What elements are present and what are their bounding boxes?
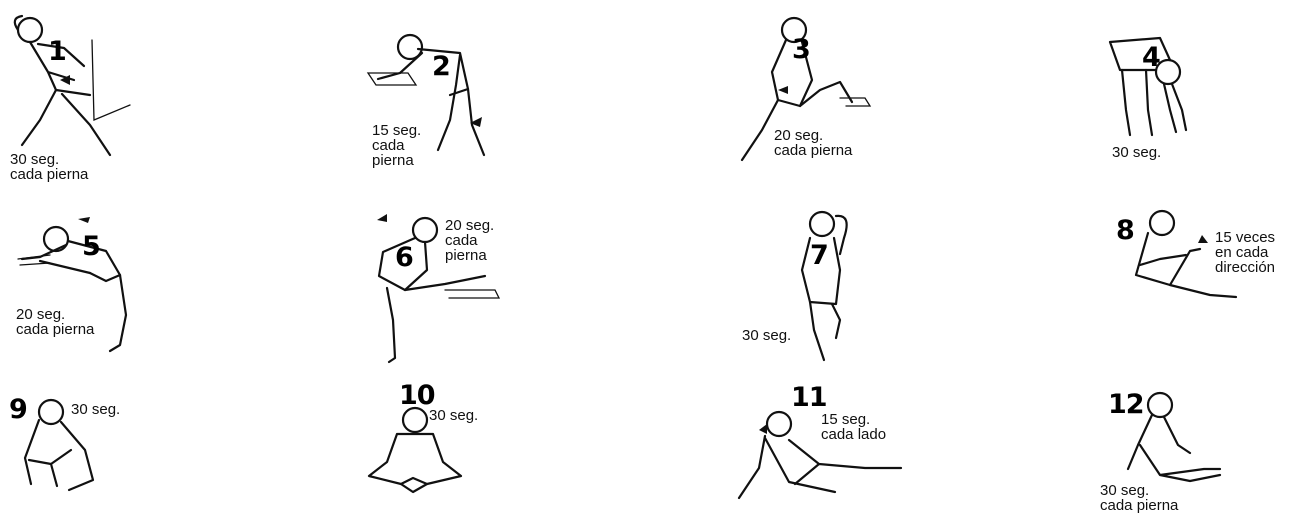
- exercise-9-number: 9: [9, 394, 28, 425]
- exercise-3-duration: 20 seg. cada pierna: [774, 127, 853, 159]
- exercise-1-illustration: [13, 14, 131, 157]
- exercise-12: 12 30 seg. cada pierna: [1100, 385, 1290, 525]
- exercise-7-number: 7: [810, 240, 829, 271]
- exercise-9-illustration: [23, 398, 95, 492]
- exercise-4: 4 30 seg.: [1100, 30, 1210, 170]
- exercise-11-duration: 15 seg. cada lado: [821, 411, 887, 443]
- exercise-10-number: 10: [399, 380, 436, 411]
- exercise-3-number: 3: [792, 34, 811, 65]
- exercise-8-number: 8: [1116, 215, 1135, 246]
- exercise-7-illustration: [800, 210, 848, 362]
- exercise-6-duration: 20 seg. cada pierna: [445, 217, 495, 264]
- exercise-12-illustration: [1126, 391, 1222, 483]
- exercise-5-duration: 20 seg. cada pierna: [16, 306, 95, 338]
- exercise-2-illustration: [366, 33, 486, 157]
- exercise-7: 7 30 seg.: [740, 210, 860, 365]
- exercise-9-duration: 30 seg.: [71, 401, 121, 418]
- exercise-1: 1 30 seg. cada pierna: [0, 10, 150, 190]
- exercise-4-illustration: [1108, 36, 1188, 137]
- exercise-2-duration: 15 seg. cada pierna: [372, 122, 422, 169]
- exercise-8: 8 15 veces en cada dirección: [1110, 205, 1305, 310]
- exercise-6: 6 20 seg. cada pierna: [365, 210, 525, 365]
- exercise-11: 11 15 seg. cada lado: [725, 380, 915, 520]
- exercise-2: 2 15 seg. cada pierna: [360, 25, 520, 190]
- exercise-11-illustration: [737, 410, 903, 500]
- exercise-12-number: 12: [1108, 389, 1145, 420]
- exercise-8-illustration: [1134, 209, 1238, 299]
- exercise-4-duration: 30 seg.: [1112, 144, 1162, 161]
- exercise-5-illustration: [17, 217, 128, 353]
- exercise-1-number: 1: [48, 36, 67, 67]
- exercise-1-duration: 30 seg. cada pierna: [10, 151, 89, 183]
- exercise-12-duration: 30 seg. cada pierna: [1100, 482, 1179, 514]
- exercise-8-duration: 15 veces en cada dirección: [1215, 229, 1276, 276]
- exercise-2-number: 2: [432, 51, 451, 82]
- exercise-7-duration: 30 seg.: [742, 327, 792, 344]
- exercise-10: 10 30 seg.: [365, 380, 515, 505]
- exercise-10-illustration: [367, 406, 463, 494]
- exercise-6-number: 6: [395, 242, 414, 273]
- exercise-3: 3 20 seg. cada pierna: [730, 10, 900, 170]
- exercise-10-duration: 30 seg.: [429, 407, 479, 424]
- exercise-5: 5 20 seg. cada pierna: [10, 215, 160, 360]
- exercise-9: 9 30 seg.: [5, 390, 155, 500]
- exercise-6-illustration: [377, 214, 501, 364]
- exercise-11-number: 11: [791, 382, 828, 413]
- exercise-4-number: 4: [1142, 42, 1161, 73]
- exercise-5-number: 5: [82, 231, 101, 262]
- exercise-3-illustration: [740, 16, 872, 162]
